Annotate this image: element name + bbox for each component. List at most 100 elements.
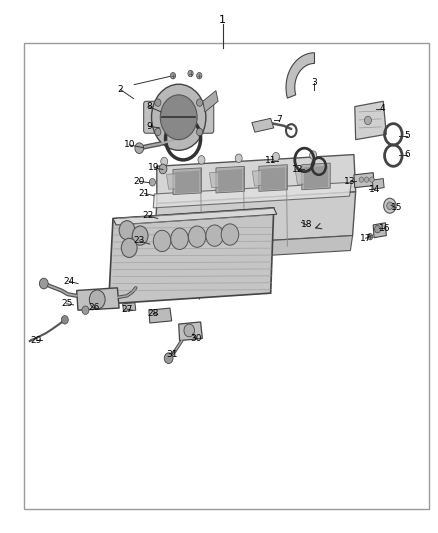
Polygon shape — [372, 179, 384, 189]
Circle shape — [188, 226, 206, 247]
Circle shape — [155, 99, 161, 107]
Polygon shape — [166, 173, 197, 189]
Text: 20: 20 — [134, 177, 145, 185]
Circle shape — [374, 225, 381, 233]
Circle shape — [153, 230, 171, 252]
Polygon shape — [302, 163, 330, 190]
Circle shape — [135, 143, 144, 154]
Text: 7: 7 — [276, 116, 283, 124]
Text: 16: 16 — [379, 224, 390, 232]
Text: 27: 27 — [121, 305, 133, 313]
Text: 22: 22 — [142, 212, 154, 220]
Polygon shape — [261, 167, 285, 190]
Text: 26: 26 — [88, 303, 100, 312]
Circle shape — [184, 324, 194, 337]
Text: 2: 2 — [118, 85, 123, 94]
Text: 24: 24 — [64, 277, 75, 286]
Circle shape — [364, 116, 371, 125]
Polygon shape — [259, 165, 287, 191]
Polygon shape — [252, 169, 283, 186]
Text: 5: 5 — [404, 132, 410, 140]
Circle shape — [206, 225, 223, 246]
Circle shape — [164, 353, 173, 364]
Circle shape — [121, 238, 137, 257]
Bar — [24, 43, 429, 509]
Polygon shape — [355, 101, 386, 140]
Circle shape — [198, 156, 205, 164]
Circle shape — [39, 278, 48, 289]
Circle shape — [170, 72, 176, 79]
Text: 1: 1 — [219, 15, 226, 25]
Polygon shape — [203, 91, 218, 112]
Circle shape — [364, 177, 369, 182]
Text: 13: 13 — [344, 177, 355, 185]
Polygon shape — [154, 192, 356, 247]
Text: 6: 6 — [404, 150, 410, 159]
Polygon shape — [295, 168, 326, 184]
Circle shape — [155, 128, 161, 135]
Circle shape — [197, 99, 203, 107]
Text: 31: 31 — [166, 350, 177, 359]
Polygon shape — [175, 171, 199, 193]
Circle shape — [221, 224, 239, 245]
Text: 30: 30 — [191, 334, 202, 343]
Circle shape — [160, 95, 197, 140]
Text: 9: 9 — [146, 122, 152, 131]
Polygon shape — [173, 168, 201, 195]
FancyBboxPatch shape — [144, 101, 214, 133]
Text: 10: 10 — [124, 141, 135, 149]
Circle shape — [384, 198, 396, 213]
Text: 11: 11 — [265, 157, 276, 165]
Circle shape — [197, 128, 203, 136]
Polygon shape — [157, 155, 356, 204]
Text: 12: 12 — [292, 165, 304, 174]
Text: 29: 29 — [30, 336, 42, 344]
Polygon shape — [149, 308, 172, 323]
Polygon shape — [77, 288, 119, 310]
Text: 4: 4 — [379, 104, 385, 113]
Text: 8: 8 — [146, 102, 152, 111]
Polygon shape — [216, 166, 244, 193]
Polygon shape — [373, 223, 386, 238]
Circle shape — [197, 72, 202, 79]
Circle shape — [188, 70, 193, 77]
Polygon shape — [218, 169, 242, 192]
Text: 21: 21 — [139, 189, 150, 198]
Polygon shape — [153, 236, 353, 262]
Circle shape — [171, 228, 188, 249]
Text: 18: 18 — [301, 221, 312, 229]
Circle shape — [235, 154, 242, 163]
Circle shape — [370, 177, 374, 182]
Polygon shape — [354, 173, 374, 188]
Circle shape — [359, 177, 364, 182]
Text: 3: 3 — [311, 78, 318, 87]
Polygon shape — [209, 171, 240, 188]
Polygon shape — [252, 118, 274, 132]
Polygon shape — [179, 322, 202, 341]
Polygon shape — [113, 208, 277, 225]
Circle shape — [310, 151, 317, 159]
Polygon shape — [304, 166, 328, 189]
Circle shape — [387, 202, 393, 209]
Circle shape — [61, 316, 68, 324]
Text: 25: 25 — [61, 300, 72, 308]
Text: 23: 23 — [134, 237, 145, 245]
Circle shape — [152, 84, 206, 150]
Circle shape — [132, 226, 148, 245]
Polygon shape — [286, 53, 314, 98]
Circle shape — [82, 306, 89, 314]
Text: 19: 19 — [148, 164, 160, 172]
Polygon shape — [109, 208, 274, 304]
Circle shape — [119, 221, 135, 240]
Circle shape — [367, 233, 373, 240]
Polygon shape — [123, 303, 136, 311]
Text: 17: 17 — [360, 234, 371, 243]
Text: 15: 15 — [391, 204, 402, 212]
Circle shape — [149, 179, 155, 186]
Text: 14: 14 — [369, 185, 380, 193]
Text: 28: 28 — [148, 309, 159, 318]
Circle shape — [89, 290, 105, 309]
Circle shape — [159, 164, 167, 174]
Circle shape — [272, 152, 279, 161]
Polygon shape — [153, 182, 351, 208]
